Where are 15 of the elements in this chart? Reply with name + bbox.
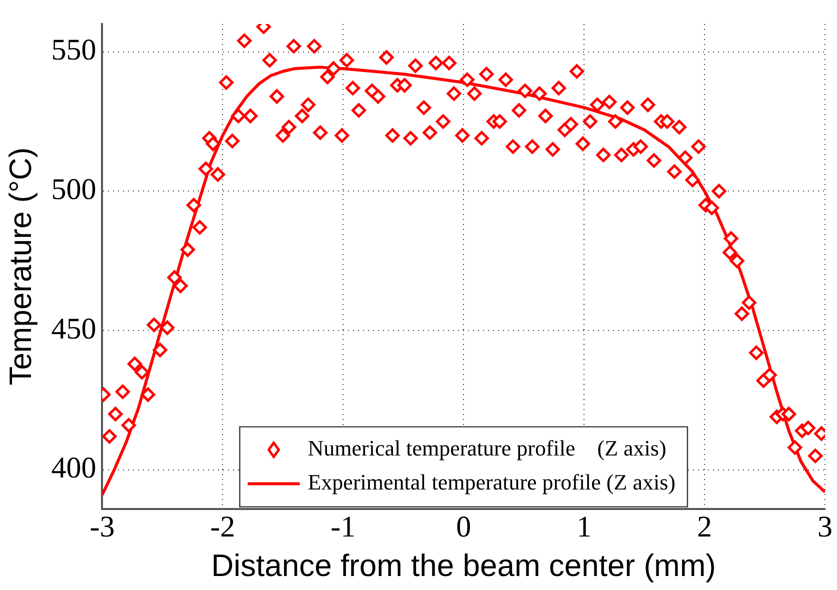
x-tick-label: -3 — [90, 510, 115, 544]
x-tick-label: 1 — [576, 510, 592, 544]
legend-label: Numerical temperature profile (Z axis) — [308, 436, 666, 461]
y-tick-label: 450 — [51, 312, 96, 346]
x-tick-label: -2 — [210, 510, 236, 544]
x-tick-label: 3 — [818, 510, 832, 544]
legend-label: Experimental temperature profile (Z axis) — [308, 470, 676, 495]
y-tick-label: 550 — [51, 34, 96, 67]
y-axis-title: Temperature (°C) — [3, 147, 38, 386]
y-tick-label: 500 — [51, 173, 96, 206]
x-axis-title: Distance from the beam center (mm) — [211, 548, 716, 583]
x-tick-label: -1 — [330, 510, 356, 544]
x-tick-label: 2 — [697, 510, 712, 544]
y-tick-label: 400 — [51, 452, 96, 485]
x-tick-label: 0 — [456, 510, 472, 544]
